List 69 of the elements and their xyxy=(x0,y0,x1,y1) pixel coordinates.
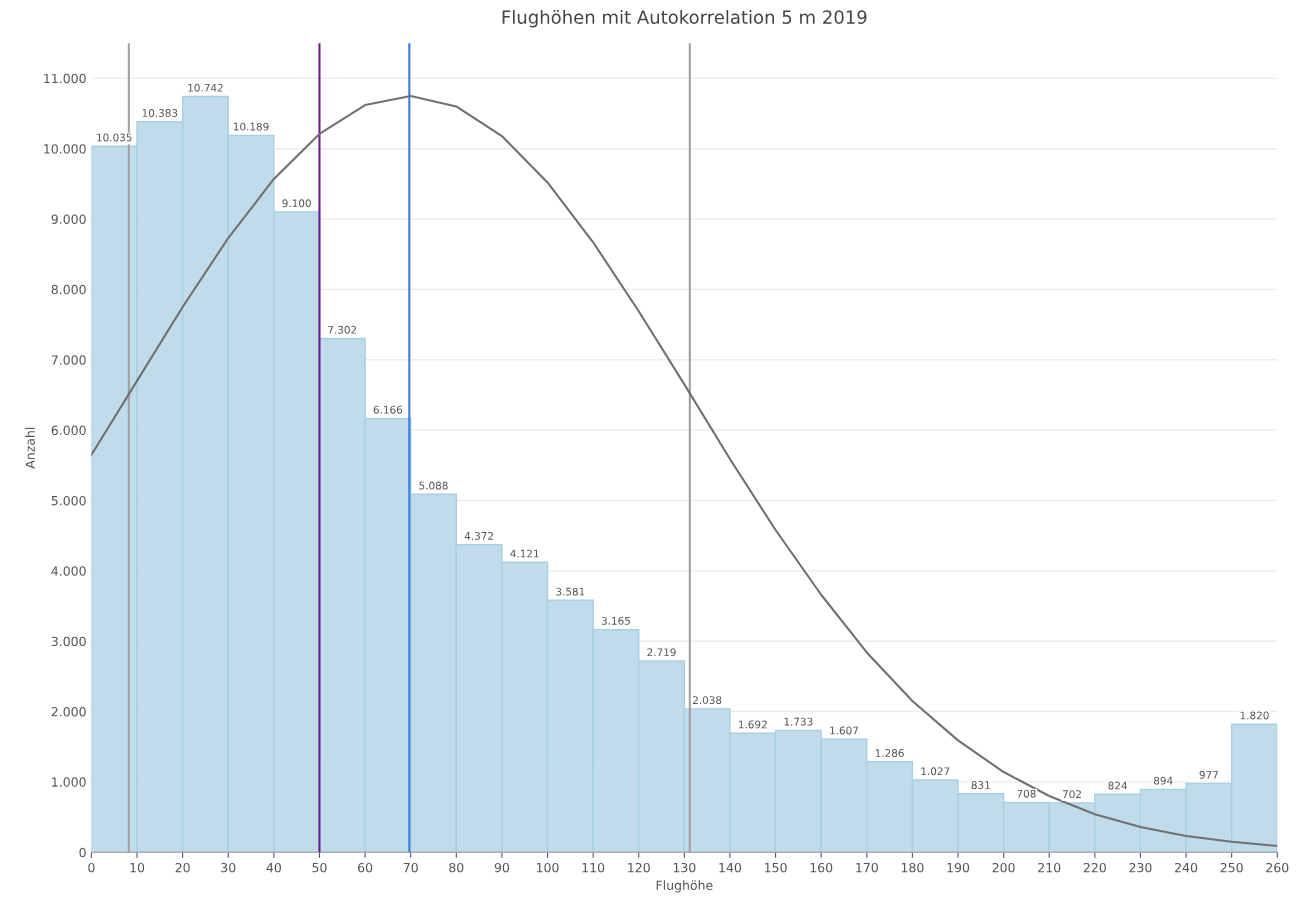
y-tick-label: 2.000 xyxy=(51,707,86,717)
data-label: 824 xyxy=(1108,781,1127,790)
data-label: 977 xyxy=(1199,770,1218,779)
x-tick-label: 160 xyxy=(810,862,833,873)
x-tick-label: 60 xyxy=(358,862,373,873)
data-label: 2.719 xyxy=(647,648,676,657)
data-label: 4.121 xyxy=(510,549,539,558)
data-label: 831 xyxy=(971,781,990,789)
chart-title: Flughöhen mit Autokorrelation 5 m 2019 xyxy=(502,9,867,28)
x-tick-label: 110 xyxy=(582,862,605,873)
data-label: 2.038 xyxy=(693,696,722,705)
data-label: 10.189 xyxy=(233,122,269,131)
y-tick-label: 3.000 xyxy=(51,636,86,647)
y-tick-label: 7.000 xyxy=(51,355,86,365)
y-tick-label: 8.000 xyxy=(51,284,86,295)
data-label: 894 xyxy=(1154,776,1173,785)
data-label: 7.302 xyxy=(328,325,357,334)
line-series xyxy=(91,94,1278,847)
data-label: 702 xyxy=(1062,790,1081,799)
data-label: 10.035 xyxy=(97,133,132,142)
x-axis-title: Flughöhe xyxy=(656,880,713,893)
x-tick-label: 210 xyxy=(1038,862,1061,873)
data-label: 1.607 xyxy=(830,726,858,735)
x-tick-label: 70 xyxy=(403,862,418,873)
data-label: 5.088 xyxy=(419,481,448,490)
x-tick-label: 180 xyxy=(901,862,924,873)
x-tick-label: 120 xyxy=(628,862,650,873)
x-tick-label: 80 xyxy=(449,862,464,873)
data-label: 3.165 xyxy=(601,616,630,625)
data-label: 1.692 xyxy=(738,720,767,729)
y-tick-label: 1.000 xyxy=(52,777,86,787)
y-tick-label: 5.000 xyxy=(51,495,86,506)
x-tick-label: 220 xyxy=(1083,862,1106,873)
data-label: 1.733 xyxy=(784,717,813,726)
y-tick-label: 11.000 xyxy=(44,73,86,84)
data-label: 10.742 xyxy=(188,83,223,92)
y-tick-label: 0 xyxy=(79,847,86,858)
y-tick-label: 9.000 xyxy=(51,214,86,224)
x-tick-label: 140 xyxy=(719,862,742,873)
x-tick-label: 260 xyxy=(1266,862,1289,873)
x-tick-label: 250 xyxy=(1220,862,1243,873)
x-tick-label: 30 xyxy=(221,862,236,873)
data-label: 10.383 xyxy=(142,109,178,117)
y-tick-label: 10.000 xyxy=(44,144,86,154)
data-label: 4.372 xyxy=(464,531,493,540)
x-tick-label: 150 xyxy=(765,862,787,873)
x-tick-label: 230 xyxy=(1129,862,1152,873)
x-tick-label: 170 xyxy=(856,862,878,873)
data-label: 3.581 xyxy=(556,587,585,596)
x-tick-label: 130 xyxy=(673,862,696,873)
y-axis-title: Anzahl xyxy=(25,427,35,469)
x-tick-label: 100 xyxy=(536,862,559,873)
x-tick-label: 190 xyxy=(947,862,970,873)
data-label: 1.027 xyxy=(921,767,950,776)
data-label: 9.100 xyxy=(282,199,311,208)
y-tick-label: 6.000 xyxy=(51,425,86,436)
x-tick-label: 240 xyxy=(1175,862,1198,873)
data-label: 708 xyxy=(1017,789,1036,798)
x-tick-label: 0 xyxy=(88,862,95,873)
x-tick-label: 90 xyxy=(494,862,510,873)
y-tick-label: 4.000 xyxy=(51,566,86,576)
x-tick-label: 20 xyxy=(175,862,190,873)
data-label: 1.820 xyxy=(1240,711,1269,720)
x-tick-label: 10 xyxy=(130,862,145,873)
data-label: 6.166 xyxy=(373,405,403,414)
data-label: 1.286 xyxy=(875,749,904,757)
x-tick-label: 50 xyxy=(312,862,327,873)
x-tick-label: 40 xyxy=(266,862,281,873)
x-tick-label: 200 xyxy=(992,862,1015,873)
